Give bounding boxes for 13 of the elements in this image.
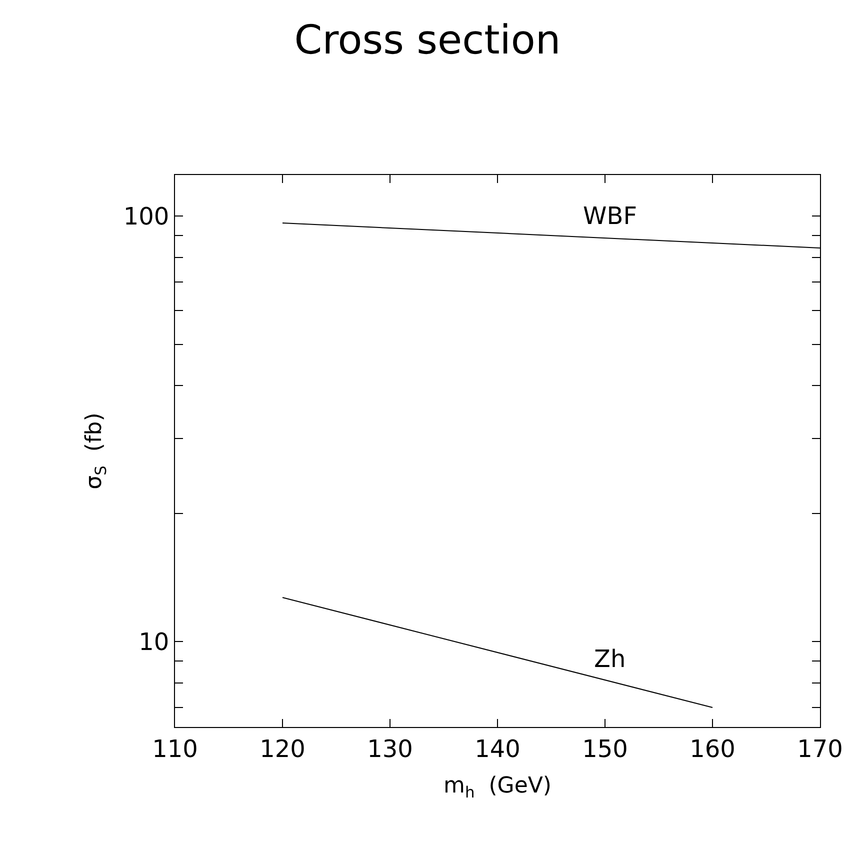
x-axis-title: m$_{h}$ (GeV): [444, 774, 552, 802]
x-tick-label: 170: [797, 734, 843, 763]
y-tick-label: 100: [123, 202, 170, 231]
x-tick-label: 140: [474, 734, 520, 763]
annotation: WBF: [583, 202, 637, 230]
x-tick-label: 110: [152, 734, 198, 763]
y-tick-label: 10: [138, 628, 170, 656]
x-tick-label: 120: [260, 734, 306, 763]
x-tick-label: 130: [367, 734, 413, 763]
x-tick-label: 150: [582, 734, 628, 763]
chart-title: Cross section: [294, 17, 561, 64]
annotation: Zh: [594, 645, 626, 673]
x-tick-label: 160: [690, 734, 736, 763]
